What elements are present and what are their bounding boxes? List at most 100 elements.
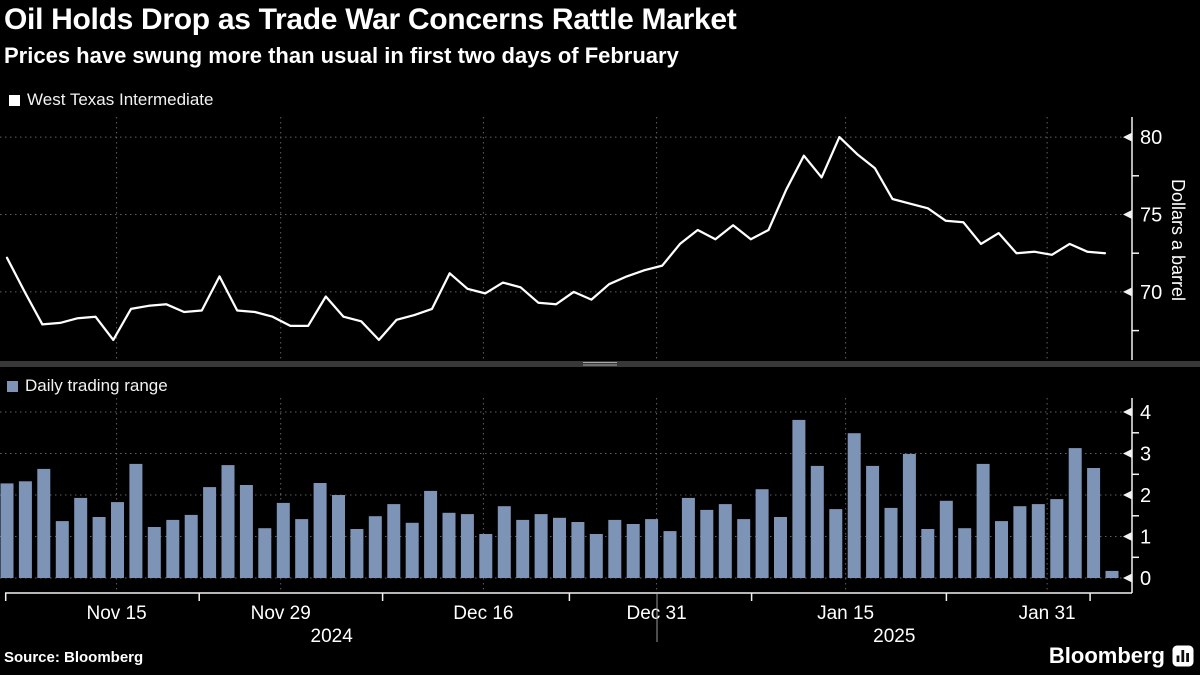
range-bar: [184, 514, 198, 578]
range-bar: [497, 506, 511, 578]
range-bar: [866, 465, 880, 578]
y-tick-label: 80: [1140, 127, 1162, 149]
range-bar: [18, 481, 32, 578]
range-bar: [387, 504, 401, 578]
panel-separator: [0, 361, 1200, 367]
x-tick-label: Dec 16: [453, 603, 513, 624]
range-bar: [681, 497, 695, 578]
y-tick-label: 0: [1140, 568, 1151, 590]
range-bar: [792, 419, 806, 578]
range-bar: [460, 514, 474, 578]
major-tick-arrow: [1123, 407, 1132, 417]
range-bar: [424, 490, 438, 578]
y-tick-label: 4: [1140, 402, 1151, 424]
range-bar: [1050, 499, 1064, 578]
range-bar: [368, 516, 382, 578]
range-bar: [774, 517, 787, 578]
year-label: 2025: [873, 626, 915, 647]
major-tick-arrow: [1123, 490, 1132, 500]
major-tick-arrow: [1123, 210, 1132, 220]
range-bar: [166, 519, 180, 578]
bloomberg-wordmark: Bloomberg: [1048, 643, 1165, 668]
range-bar: [147, 527, 161, 578]
year-label: 2024: [311, 626, 354, 647]
range-bar: [700, 509, 714, 578]
range-bar: [976, 463, 990, 578]
range-bar: [829, 509, 843, 578]
range-bar: [442, 512, 456, 578]
range-bar: [663, 531, 677, 578]
major-tick-arrow: [1123, 287, 1132, 297]
separator-drag-handle-icon: [583, 362, 617, 366]
bar-legend-label: Daily trading range: [25, 376, 168, 395]
y-tick-label: 75: [1140, 205, 1162, 227]
y-tick-label: 2: [1140, 485, 1151, 507]
range-bar: [221, 465, 235, 578]
range-bar: [958, 528, 972, 578]
range-bar: [902, 453, 916, 578]
range-bar: [1031, 504, 1045, 578]
range-bar: [608, 519, 622, 578]
major-tick-arrow: [1123, 132, 1132, 142]
x-tick-label: Jan 15: [817, 603, 874, 624]
range-bar: [0, 483, 14, 578]
range-bar: [847, 433, 861, 578]
major-tick-arrow: [1123, 449, 1132, 458]
range-bar: [589, 534, 603, 578]
range-bar: [939, 500, 953, 578]
range-bar: [755, 489, 769, 578]
line-legend-swatch-icon: [9, 94, 20, 106]
range-bar: [203, 487, 217, 578]
range-bar: [276, 502, 290, 578]
y-tick-label: 1: [1140, 527, 1151, 549]
range-bar: [295, 519, 309, 578]
bar-chart-legend: Daily trading range: [7, 376, 168, 396]
x-tick-label: Nov 29: [251, 603, 311, 624]
range-bar: [129, 463, 143, 578]
range-bar: [313, 483, 327, 578]
range-bar: [626, 524, 640, 578]
major-tick-arrow: [1123, 532, 1132, 541]
x-tick-label: Jan 31: [1019, 603, 1076, 624]
range-bar: [718, 504, 732, 578]
line-chart-legend: West Texas Intermediate: [9, 90, 213, 110]
range-bar: [921, 529, 935, 578]
range-bar: [571, 522, 585, 578]
bar-legend-swatch-icon: [7, 380, 18, 392]
range-bar: [737, 519, 751, 578]
range-bar: [1105, 570, 1119, 578]
range-bar: [332, 495, 345, 578]
range-bar: [810, 465, 824, 578]
line-legend-label: West Texas Intermediate: [27, 90, 214, 109]
range-bar: [1013, 506, 1027, 578]
range-bar: [111, 502, 124, 578]
range-bar: [884, 507, 898, 578]
bloomberg-terminal-icon: [1172, 645, 1194, 667]
page-subtitle: Prices have swung more than usual in fir…: [4, 43, 679, 68]
bloomberg-brand: Bloomberg: [1049, 643, 1194, 669]
range-bar: [516, 519, 530, 578]
range-bar: [553, 517, 566, 578]
range-bar: [1087, 468, 1101, 578]
range-bar: [479, 534, 493, 578]
x-tick-label: Nov 15: [86, 603, 146, 624]
range-bar: [995, 521, 1008, 578]
source-credit: Source: Bloomberg: [4, 649, 144, 666]
range-bar: [74, 497, 88, 578]
range-bar: [239, 485, 253, 578]
range-bar: [92, 517, 106, 578]
page-title: Oil Holds Drop as Trade War Concerns Rat…: [4, 3, 737, 36]
range-bar: [37, 468, 51, 578]
y-tick-label: 70: [1140, 282, 1162, 304]
range-bar: [534, 514, 548, 578]
range-bar: [645, 519, 659, 578]
major-tick-arrow: [1123, 573, 1132, 583]
range-bar: [55, 521, 69, 578]
range-bar: [350, 529, 364, 578]
range-bar: [258, 528, 272, 578]
y-tick-label: 3: [1140, 444, 1151, 466]
range-bar: [405, 522, 419, 578]
price-line: [5, 135, 1107, 342]
